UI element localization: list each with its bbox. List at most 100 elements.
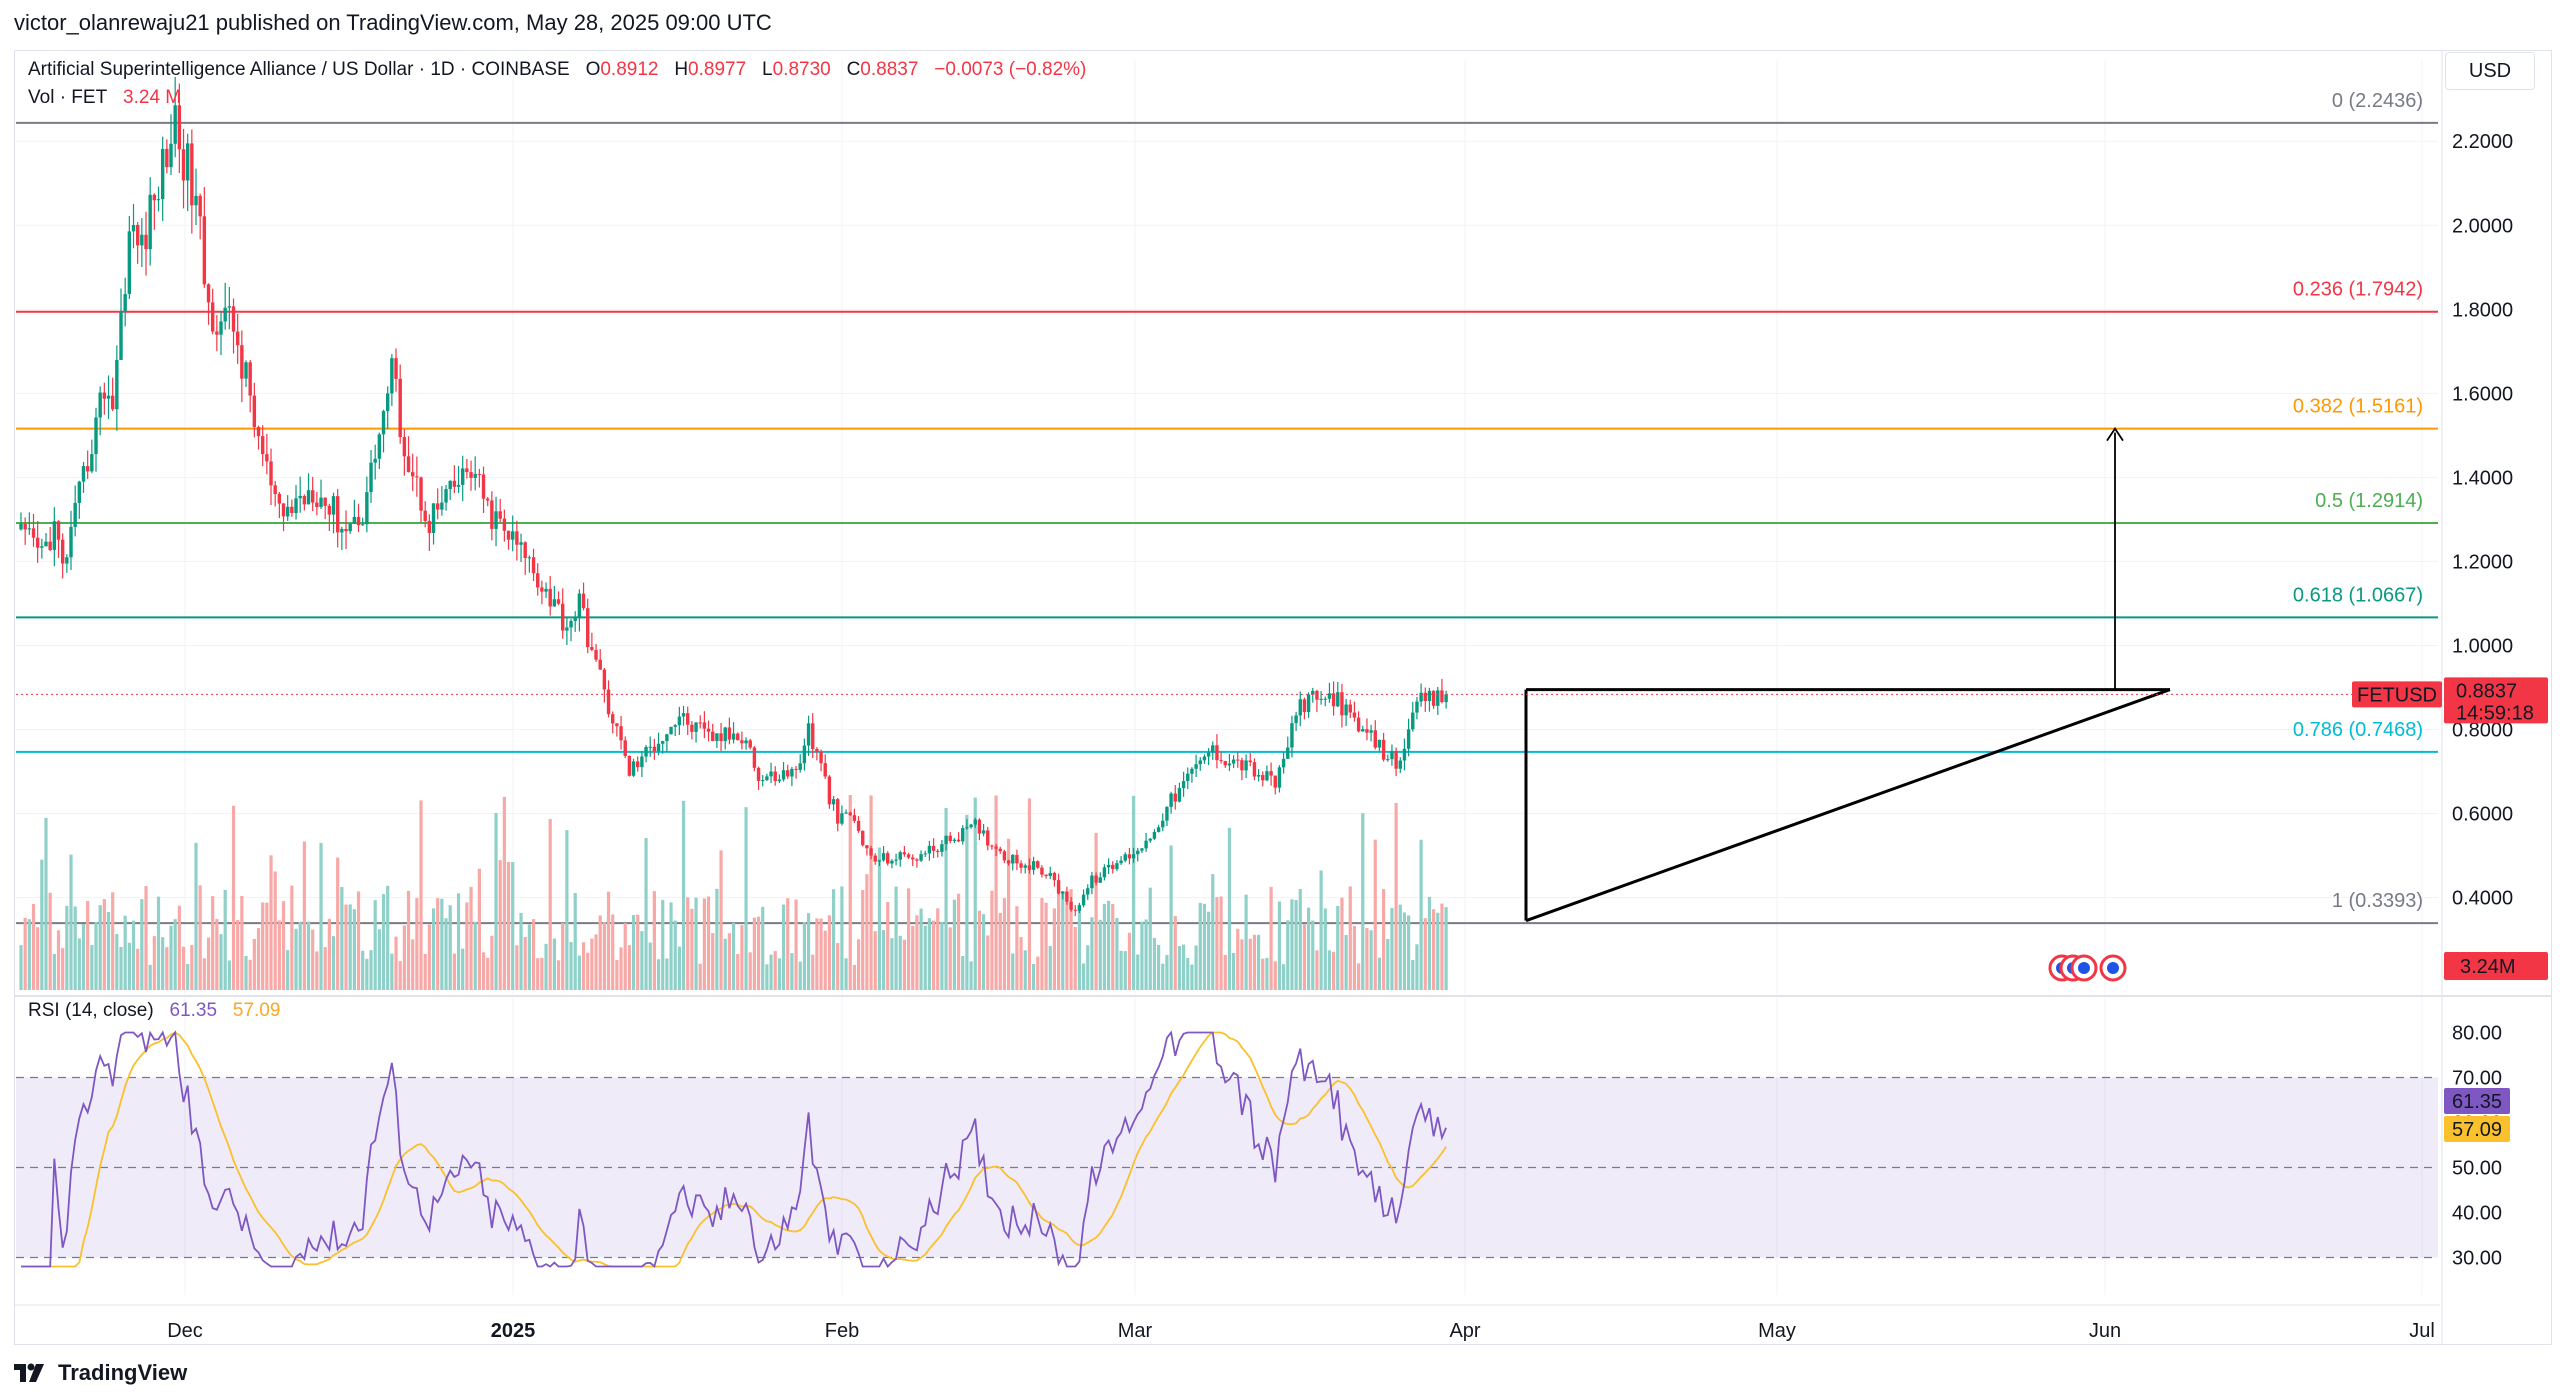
candle-body[interactable]	[715, 733, 719, 742]
candle-body[interactable]	[310, 490, 315, 503]
candle-body[interactable]	[1406, 729, 1411, 749]
candle-body[interactable]	[1348, 704, 1352, 713]
candle-body[interactable]	[673, 725, 677, 727]
candle-body[interactable]	[777, 779, 782, 782]
candle-body[interactable]	[1402, 748, 1407, 761]
candle-body[interactable]	[1298, 699, 1302, 716]
candle-body[interactable]	[944, 835, 948, 845]
candle-body[interactable]	[690, 724, 694, 732]
candle-body[interactable]	[919, 854, 923, 861]
candle-body[interactable]	[206, 284, 211, 303]
candle-body[interactable]	[240, 345, 244, 379]
candle-body[interactable]	[515, 531, 519, 545]
candle-body[interactable]	[1136, 850, 1140, 855]
candle-body[interactable]	[523, 542, 527, 559]
candle-body[interactable]	[1381, 739, 1386, 760]
candle-body[interactable]	[1356, 717, 1361, 732]
candle-body[interactable]	[948, 835, 952, 842]
candle-body[interactable]	[73, 502, 77, 527]
candle-body[interactable]	[1411, 712, 1415, 730]
candle-body[interactable]	[1269, 771, 1273, 776]
candle-body[interactable]	[306, 490, 311, 505]
candle-body[interactable]	[98, 392, 102, 418]
candle-body[interactable]	[1286, 747, 1290, 759]
candle-body[interactable]	[927, 845, 932, 854]
candle-body[interactable]	[215, 331, 219, 335]
candle-body[interactable]	[1261, 775, 1265, 781]
candle-body[interactable]	[1019, 863, 1023, 868]
currency-button[interactable]: USD	[2445, 52, 2535, 90]
candle-body[interactable]	[1056, 880, 1061, 894]
candle-body[interactable]	[185, 143, 190, 181]
candle-body[interactable]	[85, 466, 90, 472]
candle-body[interactable]	[1315, 690, 1319, 700]
candle-body[interactable]	[1302, 699, 1307, 713]
candle-body[interactable]	[1031, 861, 1036, 870]
candle-body[interactable]	[23, 523, 27, 530]
candle-body[interactable]	[106, 395, 111, 399]
candle-body[interactable]	[977, 819, 982, 834]
candle-body[interactable]	[269, 461, 273, 486]
candle-body[interactable]	[1436, 690, 1440, 706]
candle-body[interactable]	[519, 542, 523, 545]
candle-body[interactable]	[44, 541, 48, 547]
candle-body[interactable]	[665, 734, 669, 742]
candle-body[interactable]	[1431, 690, 1436, 706]
candle-body[interactable]	[410, 472, 415, 477]
candle-body[interactable]	[969, 824, 973, 828]
candle-body[interactable]	[231, 306, 236, 332]
candle-body[interactable]	[711, 731, 715, 742]
candle-body[interactable]	[335, 496, 340, 533]
candle-body[interactable]	[169, 143, 173, 168]
candle-body[interactable]	[177, 105, 182, 150]
candle-body[interactable]	[1023, 865, 1027, 868]
candle-body[interactable]	[1336, 692, 1340, 707]
candle-body[interactable]	[698, 722, 702, 724]
candle-body[interactable]	[744, 740, 748, 744]
candle-body[interactable]	[277, 493, 282, 504]
candle-body[interactable]	[856, 820, 861, 831]
candle-body[interactable]	[1327, 693, 1332, 699]
candle-body[interactable]	[1390, 751, 1394, 760]
candle-body[interactable]	[1386, 759, 1390, 761]
candle-body[interactable]	[765, 776, 769, 781]
candle-body[interactable]	[1173, 793, 1177, 802]
candle-body[interactable]	[686, 713, 690, 725]
candle-body[interactable]	[1194, 764, 1198, 769]
candle-body[interactable]	[165, 148, 169, 168]
candle-body[interactable]	[202, 216, 207, 285]
candle-body[interactable]	[35, 537, 40, 548]
candle-body[interactable]	[861, 830, 865, 846]
candle-body[interactable]	[756, 767, 761, 781]
candle-body[interactable]	[811, 723, 815, 749]
candle-body[interactable]	[815, 748, 819, 752]
candle-body[interactable]	[1027, 865, 1032, 870]
candle-body[interactable]	[127, 231, 132, 294]
candle-body[interactable]	[81, 466, 86, 482]
candle-body[interactable]	[540, 587, 544, 592]
candle-body[interactable]	[273, 485, 277, 494]
candle-body[interactable]	[198, 195, 202, 217]
candle-body[interactable]	[1161, 820, 1165, 828]
candle-body[interactable]	[1006, 860, 1011, 864]
candle-body[interactable]	[1231, 759, 1236, 764]
candle-body[interactable]	[1065, 891, 1069, 902]
candle-body[interactable]	[1069, 901, 1073, 910]
candle-body[interactable]	[473, 473, 477, 478]
candle-body[interactable]	[615, 723, 619, 727]
candle-body[interactable]	[1331, 693, 1336, 707]
candle-body[interactable]	[956, 839, 961, 842]
candle-body[interactable]	[573, 618, 577, 621]
candle-body[interactable]	[110, 395, 115, 410]
candle-body[interactable]	[548, 588, 552, 607]
candle-body[interactable]	[27, 528, 32, 530]
candle-body[interactable]	[652, 746, 657, 751]
candle-body[interactable]	[565, 627, 569, 631]
candle-body[interactable]	[894, 859, 898, 861]
candle-body[interactable]	[1361, 729, 1365, 732]
candle-body[interactable]	[915, 859, 919, 861]
candle-body[interactable]	[940, 844, 944, 852]
candle-body[interactable]	[1140, 848, 1144, 851]
candle-body[interactable]	[1236, 759, 1240, 761]
candle-body[interactable]	[1123, 854, 1127, 861]
